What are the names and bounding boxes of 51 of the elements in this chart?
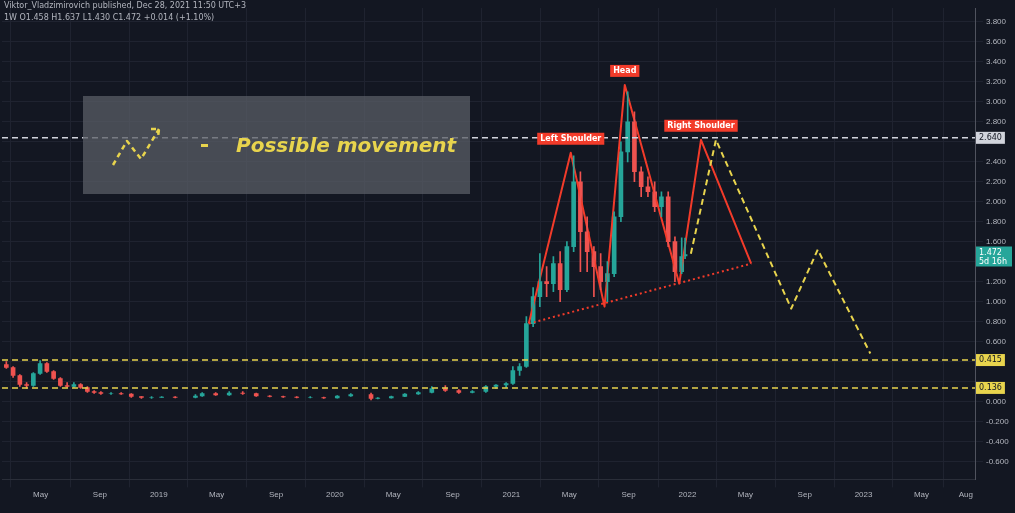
y-tick-label: 1.800 [986,216,1007,226]
y-tick-label: 0.600 [986,336,1007,346]
legend-label: Possible movement [236,133,457,157]
text: 1W O1.458 H1.637 L1.430 C1.472 +0.014 (+1.10%) [4,13,215,22]
chart-subtitle: Viktor_Vladzimirovich published, Dec 28, 2021 11:50 UTC+3 [4,1,246,10]
y-tick-label: -0.400 [986,436,1010,446]
y-tick-label: 2.800 [986,117,1007,127]
y-tick-label: 2.000 [986,196,1007,206]
x-tick-label: 2021 [502,490,521,500]
x-tick-label: May [913,490,930,500]
x-tick-label: 2022 [678,490,697,500]
x-tick-label: Sep [621,490,637,500]
x-tick-label: Sep [268,490,284,500]
x-tick-label: May [33,490,49,500]
candlestick [307,396,313,399]
x-tick-label: 2020 [325,490,345,500]
y-tick-label: 3.200 [986,77,1007,87]
text: 5d 16h [979,256,1007,266]
ref-line-label: 2.640 [979,132,1002,142]
x-tick-label: May [385,490,401,500]
y-tick-label: 1.200 [986,276,1007,286]
x-tick-label: Sep [445,490,461,500]
x-tick-label: May [561,490,577,500]
text: 1.472 [979,247,1002,257]
y-tick-label: 2.400 [986,157,1007,167]
y-tick-label: 3.400 [986,57,1007,67]
line-series [689,138,872,355]
ref-line-label: 0.415 [979,355,1002,365]
y-tick-label: 0.800 [986,316,1007,326]
y-tick-label: 3.800 [986,17,1007,27]
y-tick-label: 1.000 [986,296,1007,306]
y-tick-label: 3.600 [986,37,1007,47]
x-tick-label: Aug [958,490,973,500]
annotation: Head [613,65,637,75]
x-tick-label: May [209,490,225,500]
annotation: Left Shoulder [540,133,602,143]
x-tick-label: 2023 [854,490,874,500]
x-tick-label: May [737,490,753,500]
candlestick [334,395,340,399]
annotation: Right Shoulder [667,120,735,130]
x-tick-label: 2019 [149,490,169,500]
y-tick-label: 2.200 [986,176,1007,186]
y-tick-label: 3.000 [986,97,1007,107]
y-tick-label: 0.000 [986,396,1007,406]
x-tick-label: Sep [92,490,108,500]
legend-box: Possible movement [83,96,470,194]
y-tick-label: 1.600 [986,236,1007,246]
x-tick-label: Sep [797,490,813,500]
ref-line-label: 0.136 [979,382,1002,392]
y-tick-label: -0.200 [986,416,1010,426]
y-tick-label: -0.600 [986,456,1010,466]
